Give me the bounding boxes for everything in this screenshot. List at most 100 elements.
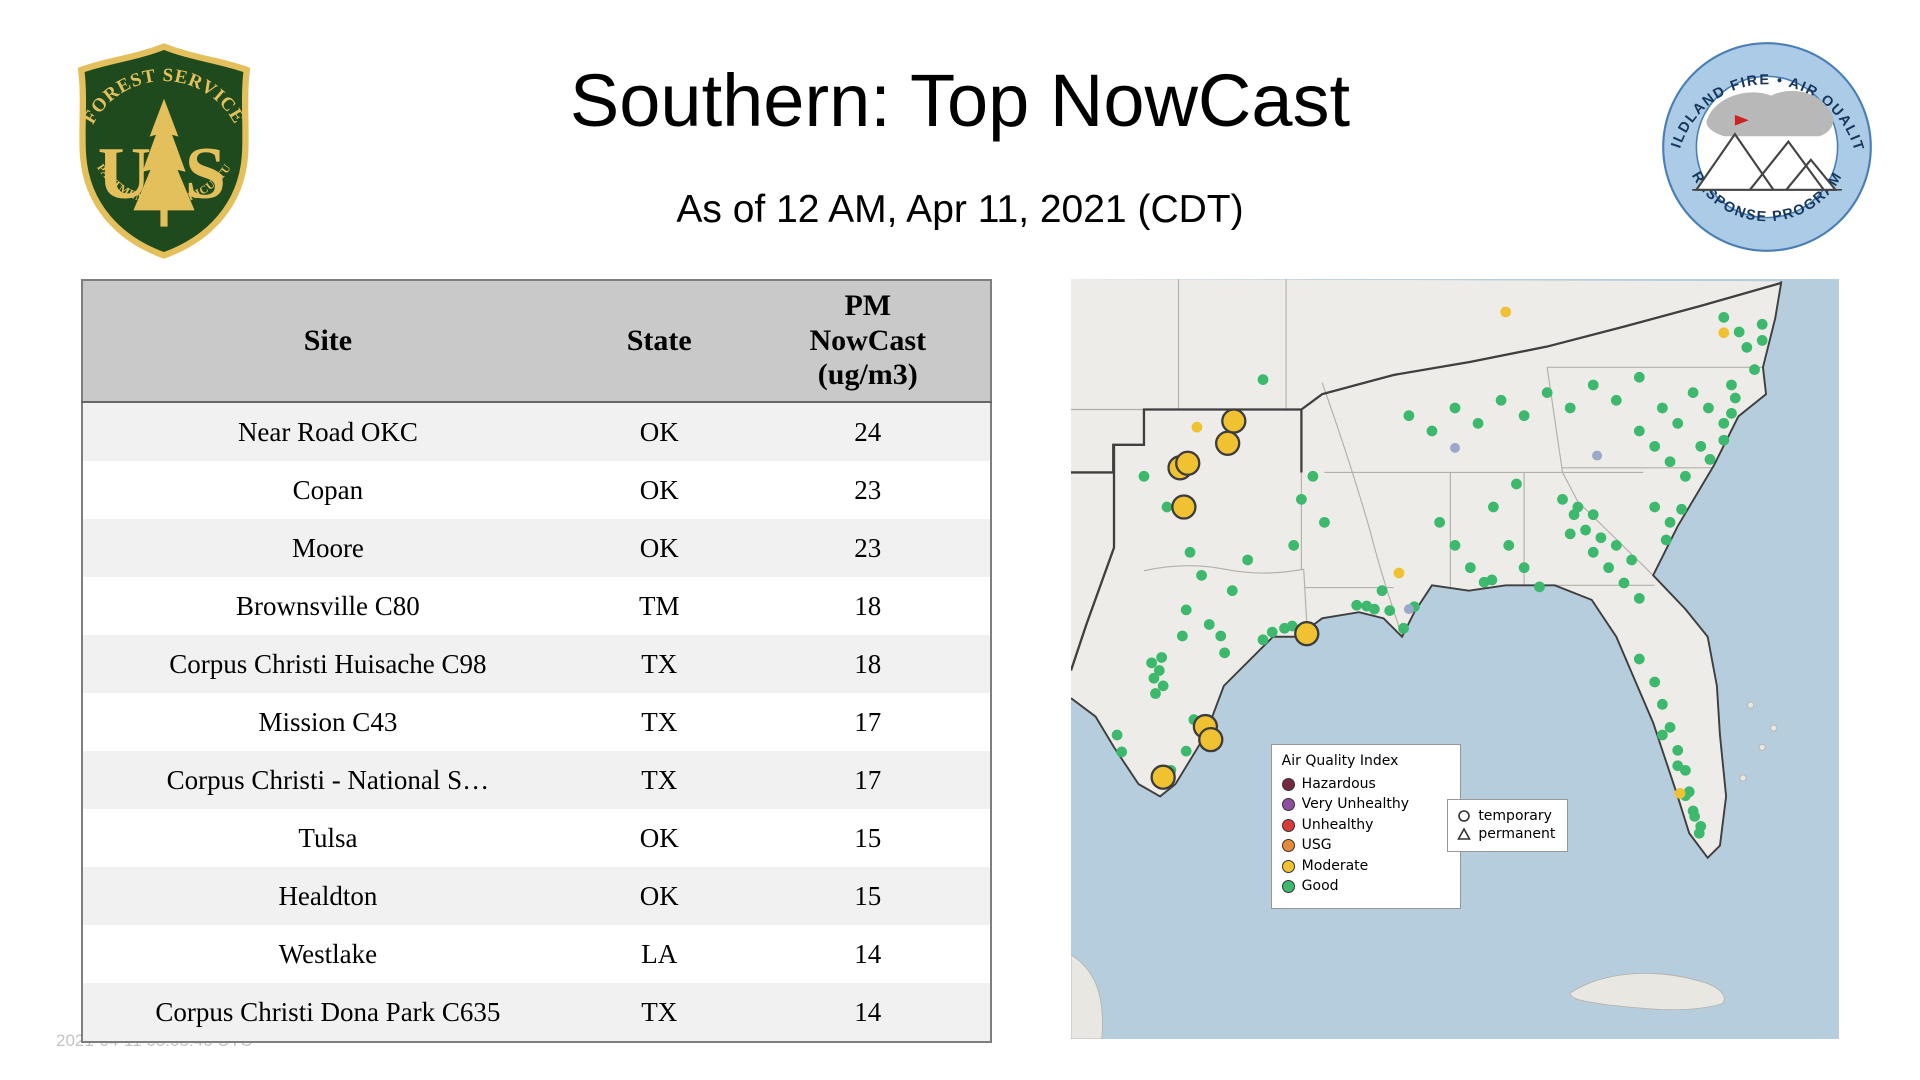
marker-moderate [1500,306,1512,318]
marker-good [1718,312,1730,323]
table-row: Moore OK 23 [82,519,991,577]
marker-good [1672,417,1684,429]
marker-good [1756,318,1768,330]
marker-good [1426,425,1438,437]
aqrp-smoke-icon [1706,90,1834,137]
marker-good [1664,456,1676,468]
aqi-color-dot [1281,880,1295,894]
marker-good [1257,374,1269,385]
marker-good [1196,569,1207,581]
marker-good [1288,540,1300,551]
marker-good [1150,688,1161,699]
aqi-color-dot [1281,798,1295,812]
state-cell: TX [641,706,678,737]
table-row: Copan OK 23 [82,461,991,519]
marker-good [1618,577,1630,589]
marker-good [1649,501,1661,513]
marker-good [1656,698,1668,710]
marker-good [1633,371,1645,383]
col-header-pm-nowcast-label: PM NowCast (ug/m3) [809,289,927,392]
marker-good [1587,546,1599,558]
site-cell: Corpus Christi - National S… [166,764,490,795]
aqi-legend-item: USG [1281,837,1450,855]
marker-good [1633,653,1645,665]
table-row: Tulsa OK 15 [82,809,991,867]
marker-good [1704,454,1716,465]
marker-good [1226,585,1238,597]
col-header-pm-nowcast: PM NowCast (ug/m3) [745,280,991,403]
permanent-marker-icon [1457,827,1472,840]
marker-good [1672,760,1684,772]
marker-good [1676,503,1687,515]
marker-good [1503,540,1515,551]
marker-good [1656,729,1668,741]
marker-good [1633,592,1645,604]
table-row: Westlake LA 14 [82,925,991,983]
legend-row-permanent: permanent [1457,826,1555,842]
map-svg [1071,279,1839,1039]
aqi-item-label: Unhealthy [1301,816,1374,833]
marker-good [1695,440,1707,452]
aqi-color-dot [1281,859,1295,873]
state-cell: OK [639,474,679,505]
coastline [1071,281,1783,860]
site-cell: Westlake [278,938,378,969]
value-cell: 24 [854,416,882,447]
aqi-color-dot [1281,777,1295,791]
marker-good [1572,501,1584,513]
marker-good [1518,562,1530,574]
site-cell: Moore [291,532,364,563]
marker-good [1656,402,1668,414]
table-row: Mission C43 TX 17 [82,693,991,751]
value-cell: 18 [854,590,882,621]
marker-good [1649,676,1661,688]
marker-good [1534,581,1545,593]
marker-good [1464,562,1476,574]
marker-good [1180,745,1192,757]
site-cell: Corpus Christi Huisache C98 [169,648,487,679]
marker-good [1215,630,1227,642]
marker-good [1449,402,1461,414]
marker-good [1687,387,1699,398]
site-cell: Brownsville C80 [236,590,420,621]
marker-good [1603,562,1614,574]
aqi-color-dot [1281,839,1295,853]
marker-good [1660,534,1672,546]
site-cell: Tulsa [298,822,358,853]
aqrp-logo: WILDLAND FIRE • AIR QUALITY RESPONSE PRO… [1660,40,1872,252]
marker-good [1672,744,1684,756]
state-cell: OK [639,880,679,911]
value-cell: 17 [854,706,882,737]
marker-good [1203,619,1215,630]
marker-good [1687,805,1699,817]
marker-good [1138,470,1150,482]
marker-moderate-temporary [1215,430,1241,456]
table-header-row: Site State PM NowCast (ug/m3) [82,280,991,403]
value-cell: 23 [854,532,882,563]
marker-good [1219,647,1230,659]
state-cell: TX [641,764,678,795]
monitor-markers [1111,306,1768,839]
marker-good [1626,554,1638,566]
marker-good [1580,524,1591,536]
region-landmass [1071,279,1782,858]
aqi-color-dot [1281,818,1295,832]
usfs-letter-s: S [185,132,226,214]
cuba-island [1569,973,1725,1011]
value-cell: 23 [854,474,882,505]
marker-other [1450,442,1460,453]
col-header-state: State [572,280,746,403]
marker-moderate [1718,327,1730,339]
marker-good [1403,410,1415,422]
aqi-legend-items: Hazardous Very Unhealthy Unhealthy USG Moder… [1281,776,1450,896]
marker-moderate [1191,421,1203,433]
marker-good [1633,425,1645,437]
marker-moderate-temporary [1171,494,1197,520]
page-title: Southern: Top NowCast [569,59,1351,142]
temporary-label: temporary [1478,807,1552,824]
marker-good [1486,574,1498,586]
value-cell: 15 [854,822,882,853]
marker-good [1749,364,1760,375]
table-row: Corpus Christi Huisache C98 TX 18 [82,635,991,693]
permanent-label: permanent [1478,825,1556,842]
